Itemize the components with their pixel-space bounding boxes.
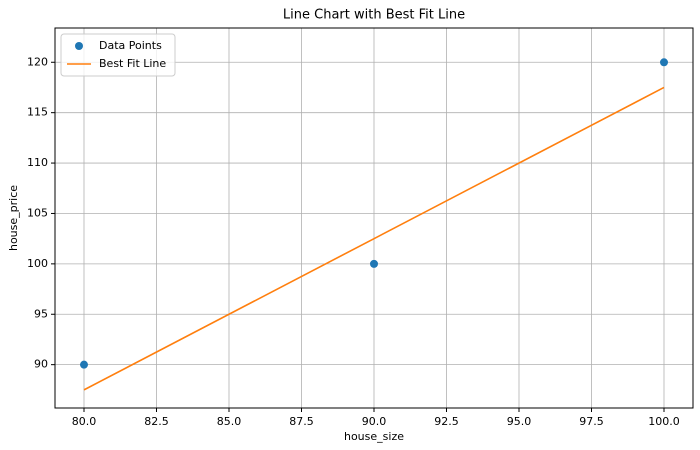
legend-label: Data Points — [99, 39, 162, 52]
x-tick-label: 97.5 — [579, 415, 604, 428]
data-point — [370, 259, 378, 268]
x-tick-label: 100.0 — [648, 415, 680, 428]
legend-label: Best Fit Line — [99, 57, 166, 70]
data-point — [80, 360, 88, 369]
y-axis-label: house_price — [7, 185, 20, 251]
legend-marker — [75, 42, 83, 50]
plot-frame — [54, 27, 694, 409]
y-tick-label: 110 — [27, 156, 48, 169]
data-point — [660, 58, 668, 67]
fit-line — [83, 86, 665, 391]
y-tick-label: 115 — [27, 106, 48, 119]
y-tick-label: 90 — [34, 358, 48, 371]
x-tick-label: 82.5 — [144, 415, 169, 428]
y-tick-label: 105 — [27, 206, 48, 219]
y-tick-label: 120 — [27, 55, 48, 68]
x-tick-label: 80.0 — [72, 415, 97, 428]
x-tick-label: 95.0 — [507, 415, 532, 428]
x-tick-label: 92.5 — [434, 415, 459, 428]
y-tick-label: 100 — [27, 257, 48, 270]
chart-title: Line Chart with Best Fit Line — [283, 8, 465, 23]
y-tick-label: 95 — [34, 307, 48, 320]
x-tick-label: 87.5 — [289, 415, 314, 428]
x-tick-label: 90.0 — [362, 415, 387, 428]
x-tick-label: 85.0 — [217, 415, 242, 428]
legend-box — [60, 33, 176, 77]
legend: Data Points Best Fit Line — [60, 33, 176, 77]
x-axis-label: house_size — [344, 430, 404, 443]
